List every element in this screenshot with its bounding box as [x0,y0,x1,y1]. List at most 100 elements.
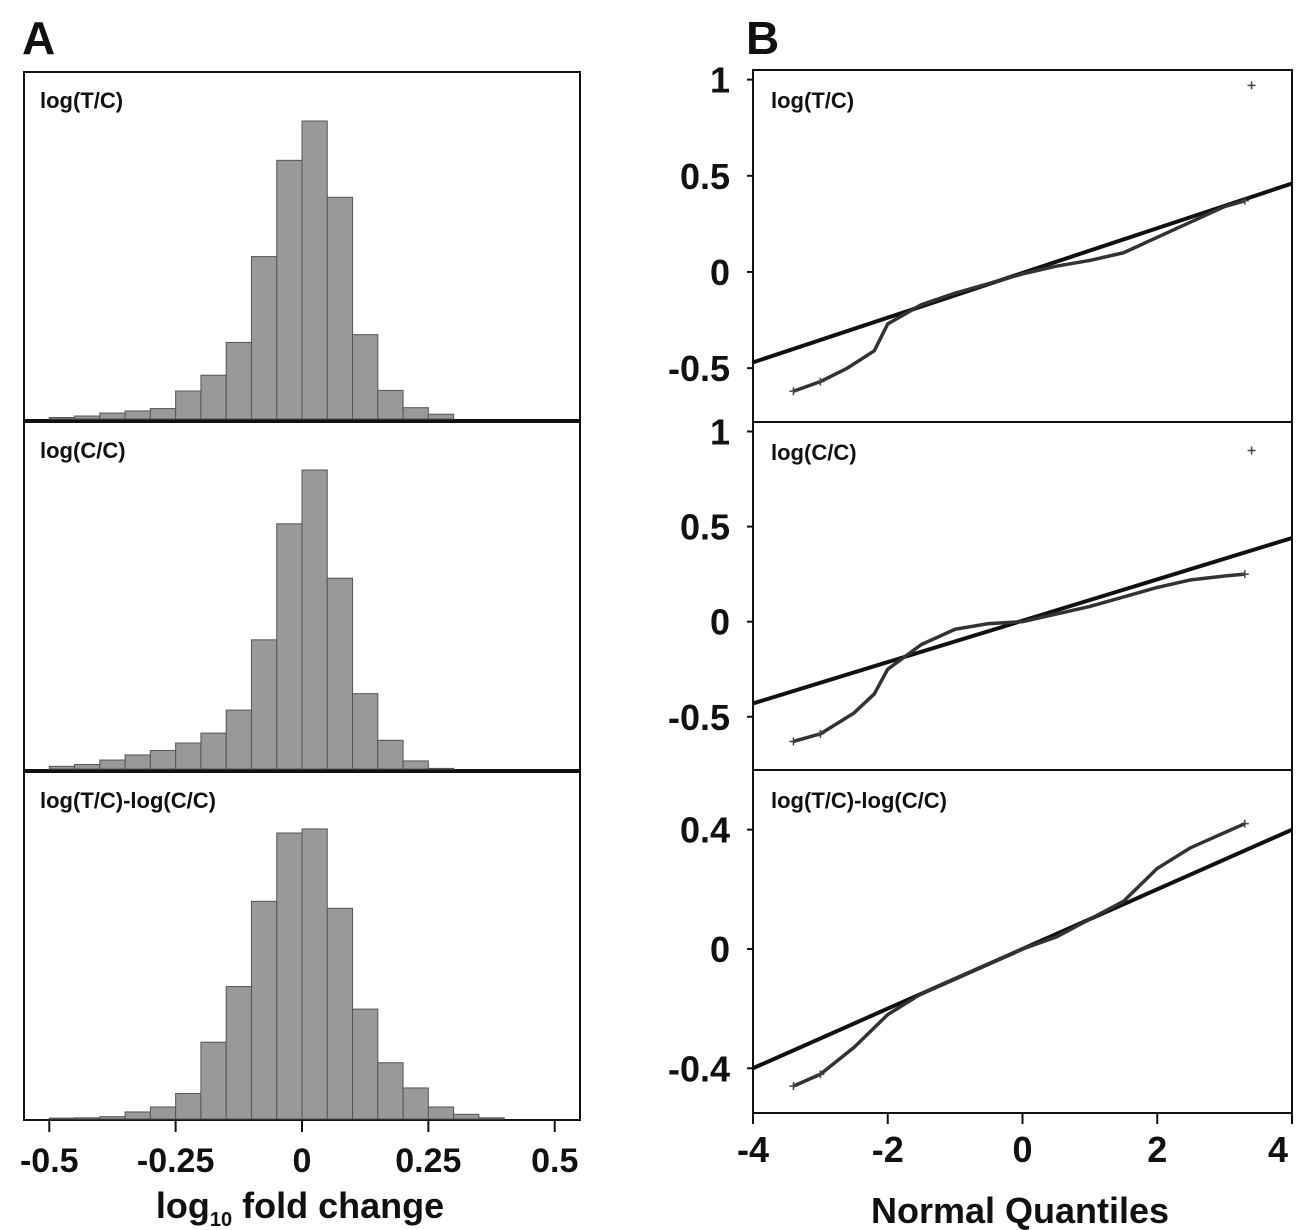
histogram-bar [200,732,227,770]
histogram-bar [99,1116,126,1120]
histogram-bar [276,523,303,770]
histogram-bar [453,1113,480,1120]
panel-a-x-axis-title: log10 fold change [156,1185,444,1230]
quantile-curve [792,822,1246,1088]
histogram-bar [276,832,303,1120]
x-tick-label: 0 [1012,1129,1032,1170]
quantile-point [1240,819,1249,828]
y-tick-label: 0.4 [680,810,730,851]
histogram-bar [225,986,252,1120]
histogram-bar [301,469,328,770]
panel-a-x-axis: -0.5 -0.25 0 0.25 0.5 [20,1120,578,1180]
histogram-bar [200,374,227,420]
histogram-bar [402,760,429,770]
histogram-bar [478,1117,505,1120]
histogram-bar [48,765,76,770]
histogram-bar [200,1041,227,1120]
y-tick-label: 1 [710,412,730,453]
histogram-bar [149,749,177,770]
x-tick-label: 0 [293,1142,312,1180]
y-tick-label: -0.4 [668,1048,730,1089]
x-tick-label: -2 [872,1129,904,1170]
histogram-bar [250,256,278,420]
x-tick-label: 2 [1147,1129,1167,1170]
y-tick-label: -0.5 [668,348,730,389]
histogram-bar [124,754,151,770]
histogram-bar [402,1087,429,1120]
y-tick-label: 0 [710,602,730,643]
histogram-3: log(T/C)-log(C/C) [23,771,581,1121]
y-tick-label: 0.5 [680,507,730,548]
quantile-point [1240,570,1249,579]
histogram-bar [175,1093,202,1120]
histogram-bar [99,759,126,770]
histogram-bar [377,1062,404,1120]
quantile-point [789,1082,798,1091]
xlabel-log: log [156,1185,210,1226]
histogram-bar [175,742,202,770]
histogram-title: log(T/C) [40,88,123,113]
x-tick-label: 4 [1268,1129,1288,1170]
histogram-bar [427,413,455,420]
x-tick-label: -0.5 [20,1142,79,1180]
panel-b-x-axis-title: Normal Quantiles [871,1190,1169,1230]
y-tick-label: 1 [710,60,730,101]
histogram-bar [326,577,354,770]
qq-frame [752,69,1293,423]
histogram-bar [48,417,76,420]
histogram-bar [352,1008,379,1120]
x-tick-label: -4 [737,1129,769,1170]
panel-b-x-axis: -4 -2 0 2 4 [737,1113,1293,1170]
quantile-point [816,1070,825,1079]
histogram-bar [276,159,303,420]
qq-plot-1: 1 0.5 0 -0.5 log(T/C) [668,60,1293,423]
outlier-point [1247,81,1256,90]
qq-title: log(T/C) [771,88,854,113]
qq-plot-2: 1 0.5 0 -0.5 log(C/C) [668,412,1293,771]
qq-title: log(C/C) [771,440,857,465]
xlabel-rest: fold change [232,1185,444,1226]
histogram-bar [74,415,101,420]
histogram-bar [250,639,278,770]
histogram-bar [175,390,202,420]
histogram-2: log(C/C) [23,421,581,771]
histogram-bar [326,907,354,1120]
histogram-bar [225,341,252,420]
quantile-point [816,729,825,738]
panel-a-histograms: log(T/C) log(C/C) log(T/C)-log(C/C) -0.5 -0.… [20,71,581,1180]
xlabel-subscript: 10 [210,1209,232,1230]
y-tick-label: -0.5 [668,697,730,738]
histogram-bar [427,767,455,770]
histogram-bar [352,693,379,770]
outlier-point [1247,446,1256,455]
histogram-bar [124,1111,151,1120]
quantile-curve [792,199,1246,393]
histogram-title: log(C/C) [40,438,126,463]
histogram-bar [250,900,278,1120]
histogram-bar [225,709,252,770]
histogram-bar [124,410,151,420]
histogram-bar [402,407,429,420]
histogram-bar [74,1117,101,1120]
histogram-bar [74,764,101,770]
x-tick-label: -0.25 [137,1142,215,1180]
histogram-bar [99,412,126,420]
histogram-bar [48,1117,76,1120]
panel-b-letter: B [746,12,779,64]
quantile-point [789,737,798,746]
quantile-point [789,387,798,396]
histogram-bar [427,1106,455,1120]
qq-title: log(T/C)-log(C/C) [771,788,947,813]
histogram-bar [377,389,404,420]
histogram-bar [301,120,328,420]
histogram-1: log(T/C) [23,71,581,421]
histogram-title: log(T/C)-log(C/C) [40,788,216,813]
qq-frame [752,421,1293,771]
histogram-bar [149,1106,177,1120]
histogram-bar [377,739,404,770]
panel-a-letter: A [22,12,55,64]
quantile-point [1240,196,1249,205]
histogram-bar [352,334,379,420]
histogram-bar [149,408,177,420]
y-tick-label: 0.5 [680,156,730,197]
